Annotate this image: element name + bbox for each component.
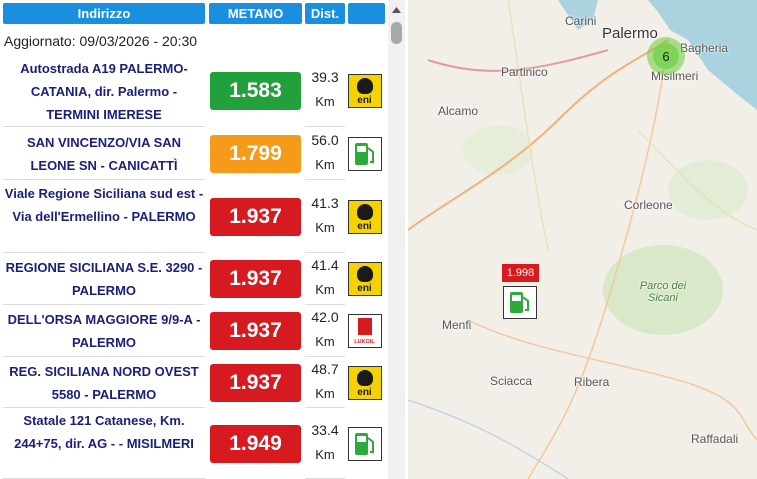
row-divider xyxy=(305,356,345,357)
distance-unit: Km xyxy=(315,156,335,172)
column-header[interactable]: Indirizzo xyxy=(3,3,205,24)
logo-text: LUKOIL xyxy=(354,339,375,345)
column-header[interactable]: METANO xyxy=(209,3,302,24)
distance-unit: Km xyxy=(315,385,335,401)
station-row[interactable]: Autostrada A19 PALERMO-CATANIA, dir. Pal… xyxy=(0,55,388,127)
brand-logo xyxy=(348,136,382,171)
place-label: Menfi xyxy=(442,318,472,332)
marker-icon[interactable] xyxy=(503,286,537,319)
map[interactable]: Carini Palermo Bagheria Partinico Misilmeri A… xyxy=(408,0,757,479)
brand-logo: eni xyxy=(348,365,382,400)
map-background xyxy=(408,0,757,479)
scrollbar[interactable] xyxy=(388,0,405,479)
station-address: Statale 121 Catanese, Km. 244+75, dir. A… xyxy=(14,413,194,451)
logo-text: eni xyxy=(357,386,372,398)
scroll-thumb[interactable] xyxy=(391,22,402,44)
place-label: Ribera xyxy=(574,375,610,389)
place-label: Corleone xyxy=(624,198,673,212)
row-divider xyxy=(305,407,345,408)
station-address: Viale Regione Siciliana sud est - Via de… xyxy=(4,186,204,224)
price-badge: 1.937 xyxy=(210,312,301,350)
row-divider xyxy=(3,126,205,127)
logo-emblem xyxy=(357,203,373,220)
place-label: Bagheria xyxy=(680,41,729,55)
station-address: REGIONE SICILIANA S.E. 3290 - PALERMO xyxy=(5,260,203,298)
place-label: Raffadali xyxy=(691,432,739,446)
price-badge: 1.949 xyxy=(210,424,301,463)
logo-text: eni xyxy=(357,283,372,294)
station-row[interactable]: REG. SICILIANA NORD OVEST 5580 - PALERMO… xyxy=(0,357,388,408)
row-divider xyxy=(305,179,345,180)
place-label: Carini xyxy=(565,14,597,28)
row-divider xyxy=(3,304,205,305)
brand-logo: LUKOIL xyxy=(348,314,382,348)
row-divider xyxy=(3,179,205,180)
place-label: Parco dei Sicani xyxy=(639,280,687,304)
station-row[interactable]: Statale 121 Catanese, Km. 244+75, dir. A… xyxy=(0,408,388,479)
column-header xyxy=(348,3,385,24)
logo-emblem xyxy=(357,369,373,386)
distance-value: 48.7 xyxy=(311,360,339,377)
price-badge: 1.937 xyxy=(210,363,301,402)
distance-value: 41.3 xyxy=(311,194,339,211)
brand-logo: eni xyxy=(348,74,382,108)
brand-logo: eni xyxy=(348,199,382,234)
price-badge: 1.937 xyxy=(210,260,301,298)
place-label: Sciacca xyxy=(490,374,533,388)
logo-emblem xyxy=(357,266,373,282)
distance-unit: Km xyxy=(315,219,335,235)
brand-logo xyxy=(348,426,382,461)
station-address: DELL'ORSA MAGGIORE 9/9-A - PALERMO xyxy=(7,312,201,350)
updated-label: Aggiornato: 09/03/2026 - 20:30 xyxy=(4,33,198,49)
distance-unit: Km xyxy=(315,282,335,297)
station-row[interactable]: DELL'ORSA MAGGIORE 9/9-A - PALERMO 1.937 4… xyxy=(0,305,388,357)
row-divider xyxy=(3,407,205,408)
distance-value: 56.0 xyxy=(311,131,339,148)
station-address: SAN VINCENZO/VIA SAN LEONE SN - CANICATT… xyxy=(26,134,182,173)
station-row[interactable]: REGIONE SICILIANA S.E. 3290 - PALERMO 1.9… xyxy=(0,253,388,305)
logo-emblem xyxy=(358,318,372,335)
column-header[interactable]: Dist. xyxy=(305,3,345,24)
station-row[interactable]: Viale Regione Siciliana sud est - Via de… xyxy=(0,180,388,253)
row-divider xyxy=(305,252,345,253)
distance-unit: Km xyxy=(315,446,335,462)
price-badge: 1.799 xyxy=(210,134,301,173)
distance-value: 41.4 xyxy=(311,257,339,273)
station-list: Indirizzo METANO Dist. Aggiornato: 09/03… xyxy=(0,3,388,479)
row-divider xyxy=(305,304,345,305)
logo-text: eni xyxy=(357,220,372,232)
logo-text: eni xyxy=(357,95,372,106)
distance-value: 33.4 xyxy=(311,421,339,438)
price-badge: 1.937 xyxy=(210,197,301,236)
cluster-marker[interactable]: 6 xyxy=(647,37,685,75)
brand-logo: eni xyxy=(348,262,382,296)
station-address: REG. SICILIANA NORD OVEST 5580 - PALERMO xyxy=(9,363,199,402)
distance-value: 39.3 xyxy=(311,69,339,85)
distance-unit: Km xyxy=(315,94,335,109)
pump-icon xyxy=(355,142,374,165)
pump-icon xyxy=(355,432,374,455)
station-address: Autostrada A19 PALERMO-CATANIA, dir. Pal… xyxy=(20,60,188,122)
station-row[interactable]: SAN VINCENZO/VIA SAN LEONE SN - CANICATT… xyxy=(0,127,388,180)
scroll-arrow[interactable] xyxy=(392,7,401,13)
row-divider xyxy=(305,126,345,127)
pump-icon xyxy=(510,292,529,313)
place-label: Alcamo xyxy=(438,104,479,118)
scrollbar-graphic xyxy=(391,7,402,44)
cluster-count: 6 xyxy=(653,43,679,69)
row-divider xyxy=(3,356,205,357)
marker-price[interactable]: 1.998 xyxy=(502,264,539,282)
distance-unit: Km xyxy=(315,334,335,349)
place-label: Partinico xyxy=(501,65,548,79)
distance-value: 42.0 xyxy=(311,309,339,325)
row-divider xyxy=(3,252,205,253)
logo-emblem xyxy=(357,78,373,94)
place-label: Palermo xyxy=(602,25,658,42)
price-badge: 1.583 xyxy=(210,72,301,110)
